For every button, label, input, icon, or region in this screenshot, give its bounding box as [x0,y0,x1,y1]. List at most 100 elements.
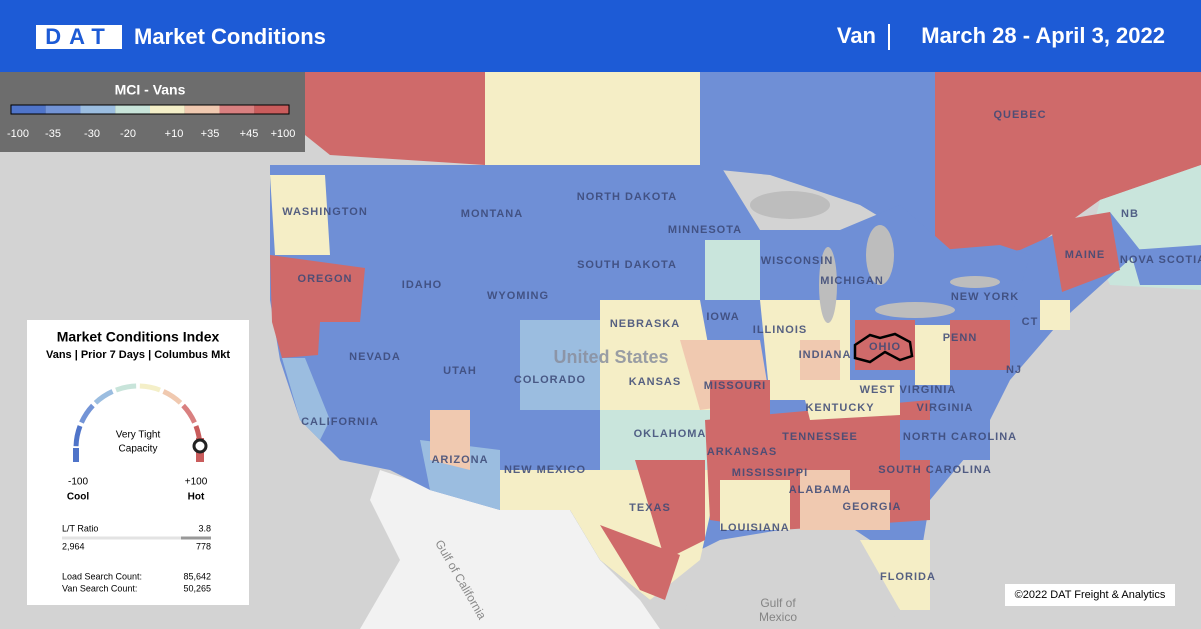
van-search-label: Van Search Count: [62,583,137,593]
equipment: Van [837,23,876,48]
card-subtitle: Vans | Prior 7 Days | Columbus Mkt [46,349,230,361]
map-label: INDIANA [799,349,852,361]
region [800,380,900,420]
legend-bar: -100 -35 -30 -20 +10 +35 +45 +100 [7,104,296,140]
map-label: UTAH [443,365,477,377]
region [700,72,935,250]
map-label: Mexico [759,610,797,624]
gauge-max-label: Hot [188,492,205,503]
region [860,540,930,610]
region [600,525,680,600]
card-title: Market Conditions Index [57,329,220,345]
map-label: MICHIGAN [820,275,884,287]
gauge-min: -100 [68,477,88,488]
legend-frame [10,104,290,115]
region [1040,300,1070,330]
region [600,300,720,410]
region [900,420,990,460]
region [950,320,1010,370]
legend-tick: +100 [271,128,296,140]
copyright: ©2022 DAT Freight & Analytics [1015,589,1166,601]
map-label: IOWA [706,311,739,323]
map-label: NOVA SCOTIA [1120,254,1201,266]
van-search-value: 50,265 [183,583,211,593]
legend-tick: +45 [240,128,259,140]
region [272,322,320,358]
region [600,410,720,470]
legend-swatch [219,105,255,114]
legend-tick: +35 [201,128,220,140]
lake [750,191,830,219]
region [850,490,890,530]
ratio-value: 3.8 [198,523,211,533]
legend-tick: -30 [84,128,100,140]
gauge-arc [139,383,161,393]
header [0,0,1201,72]
map-label: WEST VIRGINIA [860,384,957,396]
region [282,358,330,440]
map-label: Gulf of [760,596,796,610]
region [270,175,330,255]
map-label: VIRGINIA [917,402,974,414]
trucks: 778 [196,541,211,551]
region [520,320,600,410]
map-label: MONTANA [461,208,523,220]
gauge-max: +100 [185,477,208,488]
logo: DAT [45,24,113,49]
legend-tick: +10 [165,128,184,140]
gauge-needle [192,438,208,454]
legend-swatch [254,105,289,114]
map-label: FLORIDA [880,571,936,583]
map-label: PENN [943,332,978,344]
map-label: SOUTH DAKOTA [577,259,677,271]
region [1050,212,1120,292]
info-card [27,320,249,605]
region [800,470,850,530]
map-label: NORTH CAROLINA [903,431,1017,443]
map-label: CT [1022,316,1039,328]
region [430,410,470,470]
map-label: IDAHO [402,279,442,291]
gauge-arc [162,389,183,405]
status: Capacity [119,444,158,455]
load-search-label: Load Search Count: [62,571,142,581]
map-label: MAINE [1065,249,1105,261]
header-title: Market Conditions [134,24,326,49]
status: Very Tight [116,430,161,441]
legend-swatch [150,105,185,114]
map-label: OKLAHOMA [634,428,707,440]
map-label: SOUTH CAROLINA [878,464,992,476]
map-label: TEXAS [629,502,671,514]
map-label: WISCONSIN [761,255,834,267]
map-label: TENNESSEE [782,431,858,443]
map-label: WASHINGTON [282,206,368,218]
legend-tick: -20 [120,128,136,140]
map-label: NB [1121,208,1139,220]
region [705,240,760,300]
mexico [360,470,660,629]
region [485,72,700,168]
map-label: NEW MEXICO [504,464,586,476]
ratio-label: L/T Ratio [62,523,98,533]
legend-title: MCI - Vans [115,82,186,98]
region [1130,245,1201,285]
map-label: NEVADA [349,351,401,363]
lake [819,247,837,323]
gauge-arc [93,389,114,405]
legend-swatch [115,105,150,114]
region [935,72,1201,255]
legend-swatch [11,105,46,114]
region [915,325,950,385]
map-label: QUEBEC [993,109,1046,121]
map-label: ARKANSAS [707,446,777,458]
region [720,480,790,530]
gauge-arc [181,403,197,424]
gauge-arc [115,383,137,393]
map-label: ALABAMA [789,484,852,496]
region [270,255,365,322]
region [305,72,485,165]
legend-tick: -100 [7,128,29,140]
columbus-market[interactable] [853,332,914,364]
